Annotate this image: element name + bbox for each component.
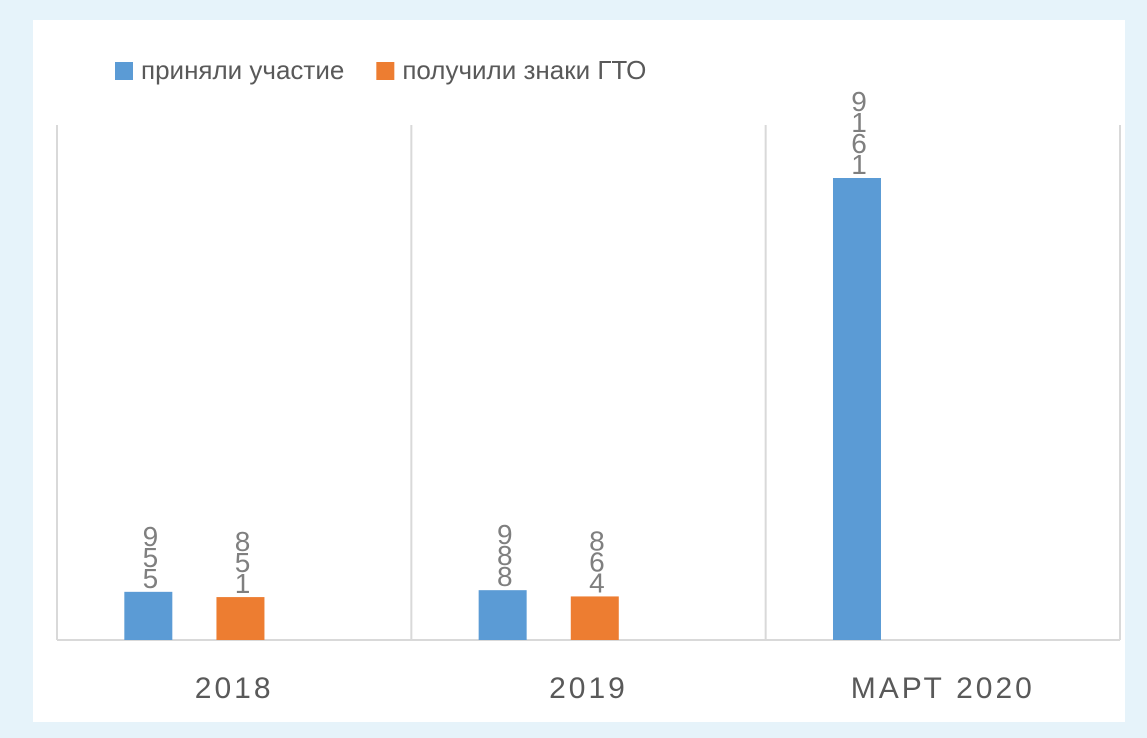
x-tick-label: 2019 — [549, 672, 628, 705]
legend-label: приняли участие — [141, 55, 344, 85]
bar — [478, 590, 527, 640]
bar — [832, 178, 881, 640]
legend-swatch — [115, 62, 133, 80]
legend-label: получили знаки ГТО — [402, 55, 646, 85]
x-tick-label: 2018 — [195, 672, 274, 705]
bar — [216, 597, 265, 640]
data-label: 988 — [489, 519, 520, 586]
bar — [124, 591, 173, 640]
data-label: 851 — [227, 526, 258, 593]
legend-swatch — [376, 62, 395, 80]
bar — [570, 596, 619, 640]
data-label: 955 — [135, 521, 166, 588]
data-label: 9161 — [844, 86, 875, 174]
x-tick-label: МАРТ 2020 — [851, 672, 1035, 705]
data-label: 864 — [581, 525, 612, 592]
